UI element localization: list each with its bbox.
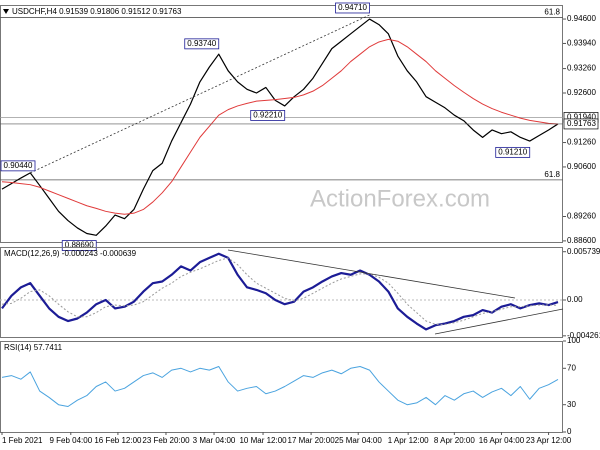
annotation-label: 0.90440 (4, 161, 33, 170)
y-tick-label: 0.90600 (567, 162, 596, 171)
macd-trend (227, 249, 516, 299)
x-tick-label: 10 Mar 12:00 (239, 436, 287, 445)
y-tick-label: 0.005739 (567, 247, 600, 256)
y-tick-label: 70 (567, 363, 576, 372)
annotation-label: 0.92210 (253, 111, 282, 120)
panel-title: RSI(14) 57.7411 (4, 343, 63, 352)
x-tick-label: 1 Feb 2021 (2, 436, 43, 445)
x-tick-label: 23 Feb 20:00 (142, 436, 190, 445)
annotation-label: 0.91210 (498, 147, 527, 156)
y-tick-label: 0.93940 (567, 39, 596, 48)
y-tick-label: 0.91260 (567, 138, 596, 147)
series-line (1, 252, 559, 331)
panel-title: MACD(12,26,9) -0.000243 -0.000639 (4, 249, 137, 258)
annotation-label: 0.88690 (65, 241, 94, 250)
annotation-box (61, 240, 97, 251)
annotation-box (184, 38, 220, 50)
annotation-label: 0.94710 (338, 3, 367, 12)
last-price-box (563, 118, 599, 130)
panel-frame (0, 341, 563, 433)
level-label: 61.8 (544, 170, 560, 179)
annotation-box (250, 110, 286, 121)
y-tick-label: 0 (567, 427, 572, 436)
x-tick-label: 25 Mar 04:00 (335, 436, 383, 445)
series-line (1, 38, 559, 215)
y-tick-label: 100 (567, 336, 581, 345)
y-tick-label: 0.00 (567, 295, 583, 304)
x-tick-label: 16 Feb 12:00 (94, 436, 142, 445)
y-tick-label: 0.89260 (567, 212, 596, 221)
x-tick-label: 16 Apr 04:00 (479, 436, 525, 445)
symbol-icon (3, 9, 9, 14)
x-tick-label: 1 Apr 12:00 (388, 436, 429, 445)
series-line (1, 365, 559, 408)
panel-title: USDCHF,H4 0.91539 0.91806 0.91512 0.9176… (12, 7, 182, 16)
x-tick-label: 17 Mar 20:00 (288, 436, 336, 445)
y-tick-label: 0.92600 (567, 88, 596, 97)
annotation-box (335, 2, 370, 14)
y-tick-label: -0.004261 (567, 331, 600, 340)
panel-frame (0, 247, 563, 338)
marker-label: 0.91940 (567, 113, 596, 122)
series-line (1, 257, 559, 325)
y-tick-label: 0.93260 (567, 64, 596, 73)
annotation-box (495, 146, 531, 158)
annotation-label: 0.93740 (187, 39, 216, 48)
x-tick-label: 8 Apr 20:00 (434, 436, 475, 445)
y-tick-label: 30 (567, 400, 576, 409)
x-tick-label: 23 Apr 12:00 (526, 436, 572, 445)
x-tick-label: 9 Feb 04:00 (49, 436, 92, 445)
last-price-label: 0.91763 (567, 119, 596, 128)
level-label: 61.8 (544, 8, 560, 17)
macd-trend (434, 308, 564, 335)
annotation-box (0, 160, 36, 172)
series-line (1, 18, 559, 236)
watermark: ActionForex.com (310, 185, 490, 212)
x-tick-label: 3 Mar 04:00 (193, 436, 236, 445)
y-tick-label: 0.88600 (567, 236, 596, 245)
y-tick-label: 0.94600 (567, 14, 596, 23)
